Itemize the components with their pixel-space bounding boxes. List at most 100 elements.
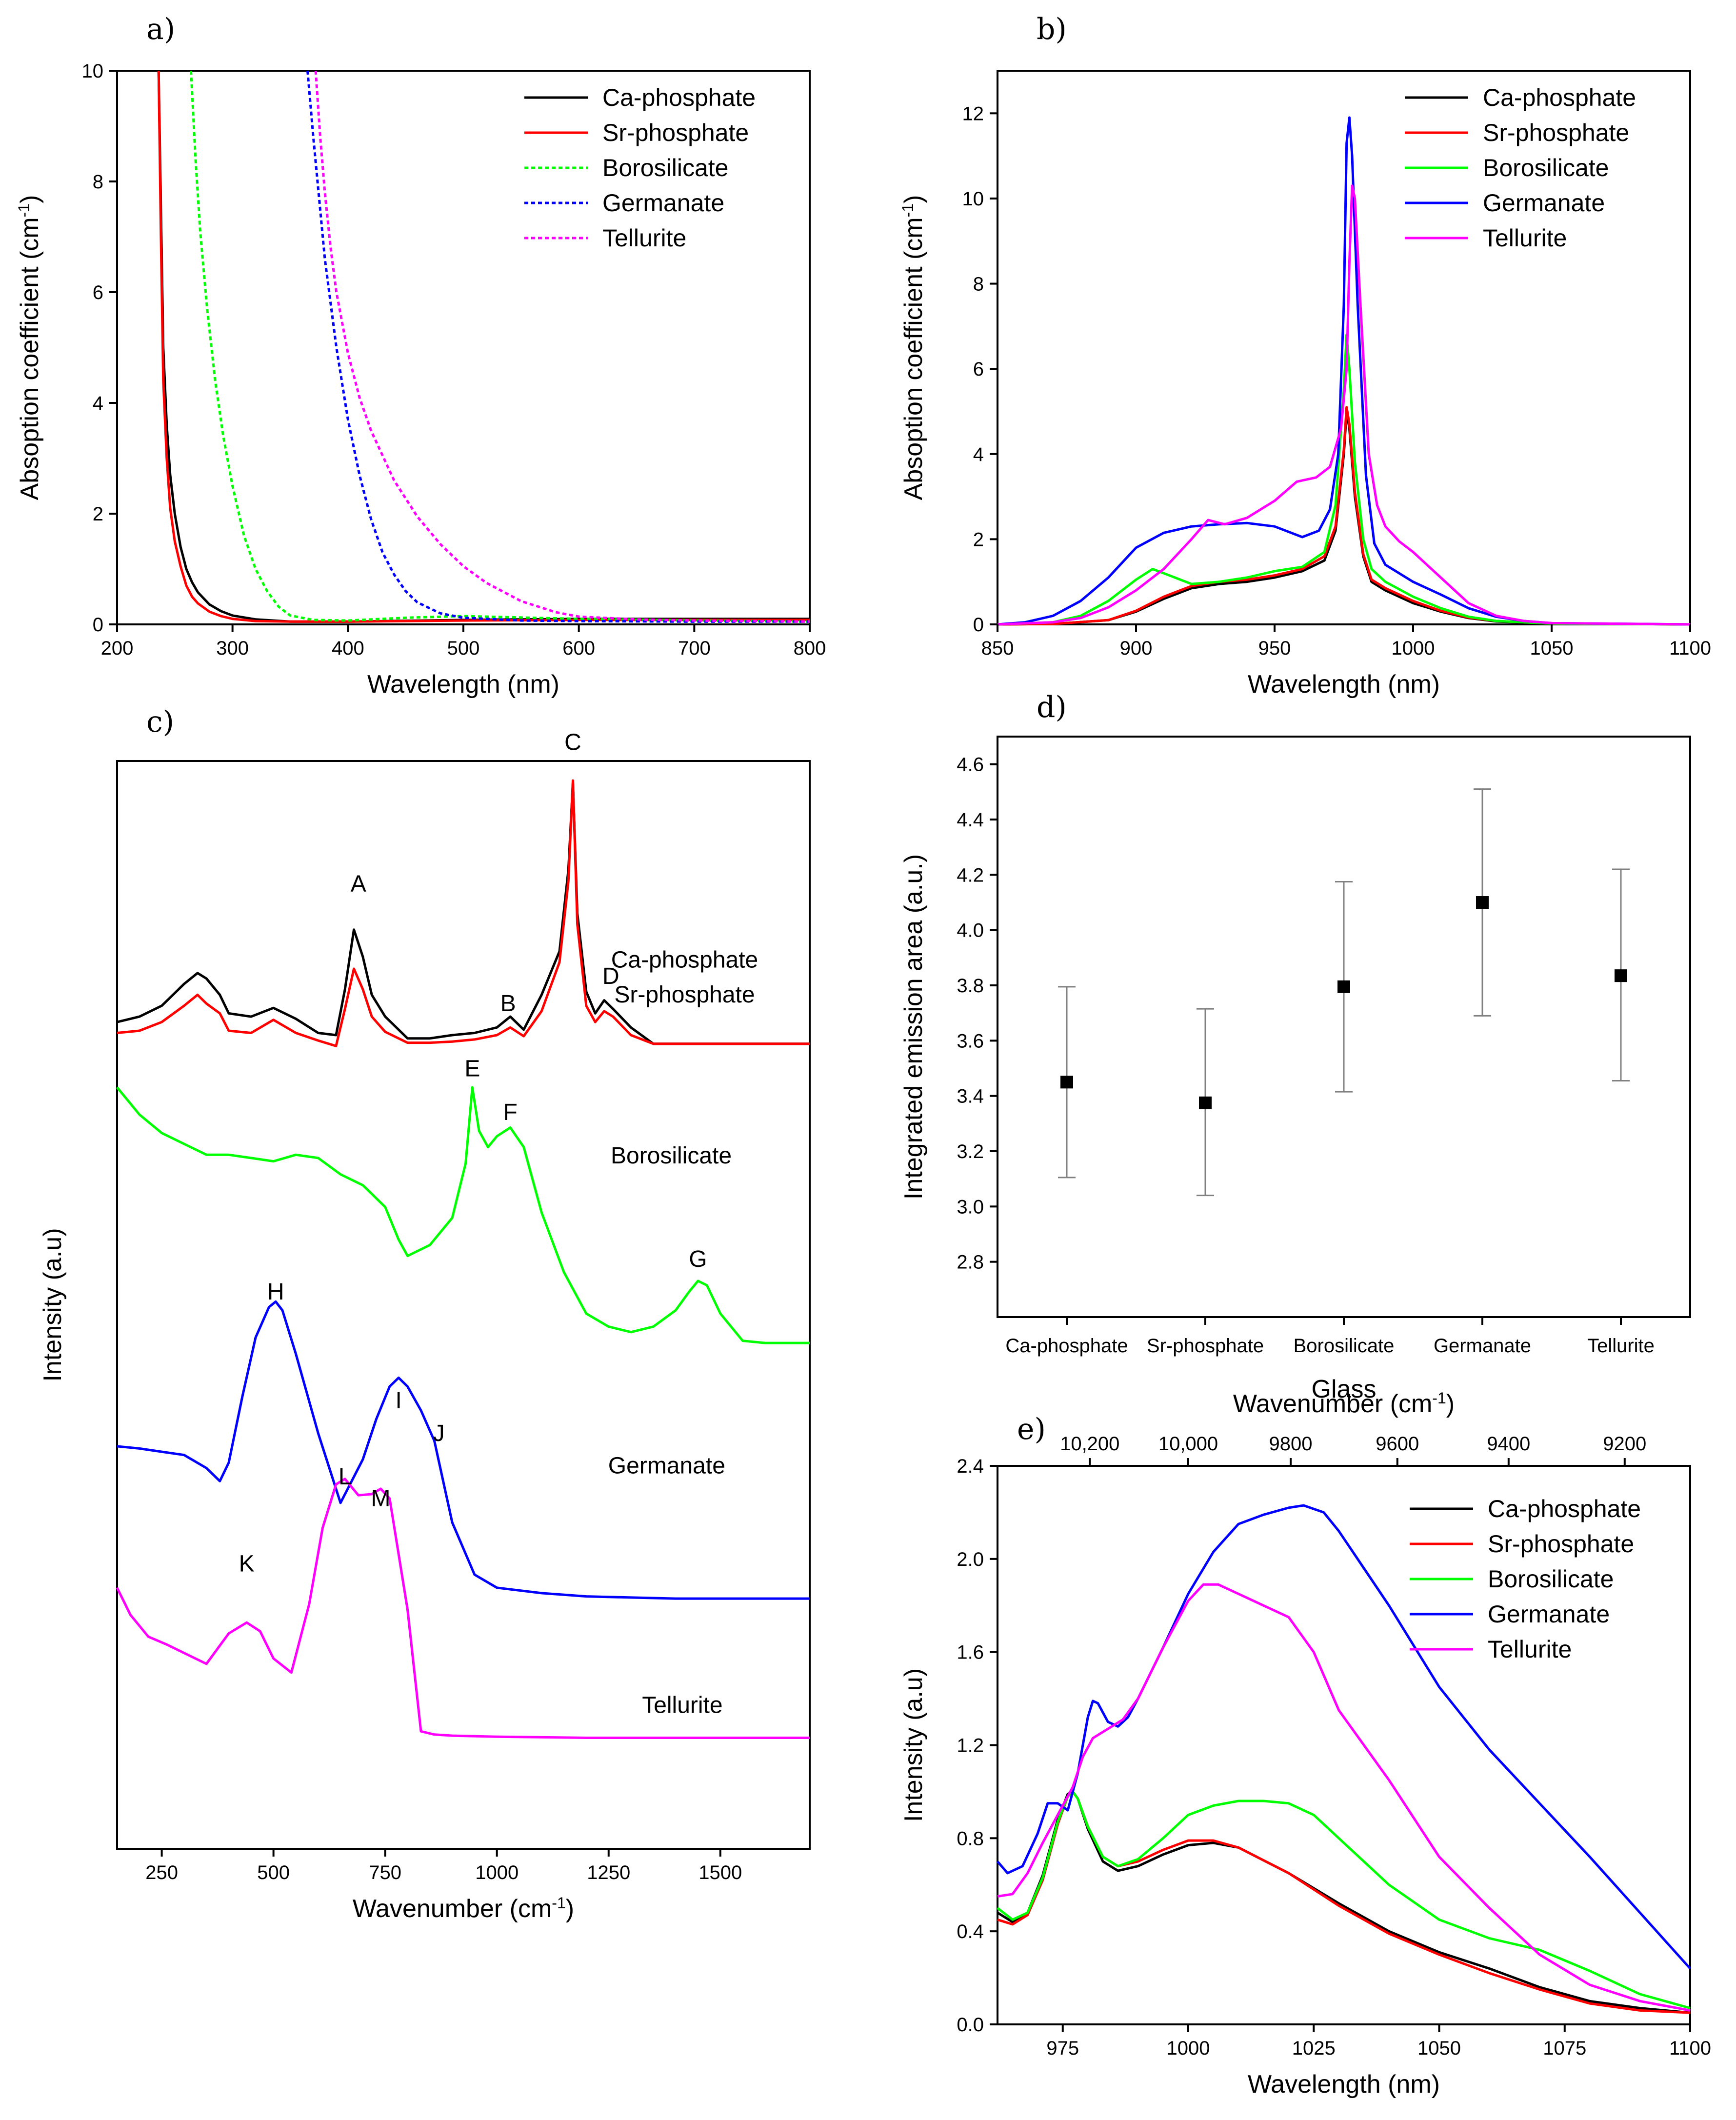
- peak-label: J: [433, 1420, 445, 1446]
- x-tick-label: 400: [332, 638, 364, 659]
- series-line-tellurite: [116, 1478, 810, 1739]
- y-tick-label: 3.6: [957, 1030, 984, 1052]
- y-tick-label: 2: [973, 529, 984, 550]
- panel-label: c): [146, 705, 174, 739]
- panel-label: e): [1017, 1412, 1046, 1446]
- series-line-sr-phosphate: [157, 70, 810, 623]
- peak-label: B: [500, 991, 516, 1017]
- y-axis-label: Absoption coefficient (cm-1): [15, 195, 44, 500]
- x-tick-label: 200: [101, 638, 134, 659]
- top-x-axis-label: Wavenumber (cm-1): [1233, 1389, 1455, 1418]
- y-tick-label: 4: [93, 393, 103, 414]
- peak-label: C: [564, 730, 581, 756]
- legend-entry: Germanate: [1488, 1600, 1610, 1628]
- y-tick-label: 12: [962, 103, 984, 124]
- x-tick-label: Sr-phosphate: [1147, 1335, 1264, 1357]
- peak-label: H: [267, 1279, 284, 1305]
- x-tick-label: Ca-phosphate: [1005, 1335, 1128, 1357]
- x-tick-label: 1100: [1669, 2038, 1711, 2059]
- y-tick-label: 4.2: [957, 864, 984, 886]
- y-tick-label: 10: [962, 188, 984, 210]
- y-tick-label: 0.0: [957, 2014, 984, 2036]
- data-point: [1476, 896, 1489, 909]
- peak-label: K: [239, 1551, 255, 1577]
- peak-label: F: [503, 1100, 518, 1125]
- series-line-germanate: [117, 1300, 810, 1600]
- series-line-borosilicate: [116, 1086, 810, 1344]
- y-tick-label: 6: [93, 282, 103, 303]
- x-tick-label: 1075: [1543, 2038, 1586, 2059]
- y-tick-label: 1.6: [957, 1642, 984, 1663]
- x-tick-label: Germanate: [1434, 1335, 1531, 1357]
- top-x-axis-label-main: Wavenumber (cm: [1233, 1390, 1432, 1418]
- y-axis-label-main: Absoption coefficient (cm: [899, 217, 928, 500]
- y-tick-label: 1.2: [957, 1735, 984, 1757]
- series-line-borosilicate: [190, 70, 810, 623]
- trace-label: Borosilicate: [611, 1143, 732, 1169]
- y-tick-label: 3.4: [957, 1086, 984, 1107]
- x-tick-label: 1050: [1530, 638, 1574, 659]
- trace-label: Sr-phosphate: [614, 982, 755, 1008]
- legend-entry: Ca-phosphate: [1483, 84, 1636, 111]
- top-x-tick-label: 9200: [1603, 1433, 1646, 1455]
- y-tick-label: 0.4: [957, 1921, 984, 1942]
- data-point: [1199, 1096, 1212, 1109]
- y-tick-label: 3.0: [957, 1196, 984, 1218]
- series-line-ca-phosphate: [157, 70, 810, 623]
- x-axis-label: Wavelength (nm): [1248, 2070, 1440, 2099]
- x-tick-label: 500: [257, 1862, 290, 1883]
- y-tick-label: 4.4: [957, 809, 984, 831]
- series-line-tellurite: [314, 70, 810, 623]
- y-tick-label: 8: [93, 171, 103, 193]
- peak-label: M: [371, 1486, 391, 1512]
- legend-entry: Tellurite: [1483, 224, 1567, 252]
- trace-label: Tellurite: [642, 1692, 722, 1718]
- y-axis-label-end: ): [16, 195, 44, 203]
- x-tick-label: 1000: [1167, 2038, 1210, 2059]
- top-x-tick-label: 10,000: [1158, 1433, 1218, 1455]
- y-tick-label: 10: [82, 60, 104, 82]
- legend-entry: Ca-phosphate: [602, 84, 756, 111]
- top-x-tick-label: 9400: [1487, 1433, 1530, 1455]
- x-tick-label: 750: [369, 1862, 401, 1883]
- x-tick-label: 800: [794, 638, 826, 659]
- x-tick-label: 1100: [1669, 638, 1711, 659]
- data-point: [1337, 980, 1350, 993]
- series-line-tellurite: [997, 1583, 1691, 2012]
- peak-label: A: [351, 871, 366, 897]
- x-tick-label: 500: [447, 638, 480, 659]
- legend-entry: Borosilicate: [602, 154, 728, 181]
- y-tick-label: 2: [93, 503, 103, 525]
- peak-label: L: [339, 1464, 352, 1490]
- data-point: [1060, 1076, 1073, 1089]
- x-axis-label: Glass: [1312, 1375, 1377, 1403]
- panel-label: a): [146, 12, 175, 46]
- legend-entry: Sr-phosphate: [1483, 119, 1629, 146]
- y-tick-label: 4: [973, 444, 984, 465]
- x-tick-label: 900: [1120, 638, 1153, 659]
- peak-label: D: [602, 963, 619, 989]
- legend-entry: Ca-phosphate: [1488, 1495, 1641, 1522]
- series-line-borosilicate: [997, 333, 1691, 626]
- trace-label: Germanate: [608, 1453, 725, 1479]
- top-x-tick-label: 10,200: [1060, 1433, 1119, 1455]
- legend-entry: Germanate: [602, 189, 724, 217]
- x-axis-label: Wavenumber (cm-1): [353, 1894, 574, 1923]
- panel-label: d): [1037, 690, 1067, 724]
- series-line-tellurite: [997, 184, 1691, 626]
- y-axis-label-main: Absoption coefficient (cm: [16, 217, 44, 500]
- x-tick-label: Borosilicate: [1294, 1335, 1395, 1357]
- series-line-sr-phosphate: [117, 779, 810, 1047]
- x-tick-label: 250: [145, 1862, 178, 1883]
- legend-entry: Borosilicate: [1483, 154, 1609, 181]
- legend-entry: Germanate: [1483, 189, 1605, 217]
- top-x-tick-label: 9800: [1269, 1433, 1313, 1455]
- y-tick-label: 6: [973, 359, 984, 380]
- x-tick-label: 700: [678, 638, 711, 659]
- peak-label: I: [395, 1388, 401, 1414]
- y-tick-label: 3.8: [957, 975, 984, 997]
- x-axis-label-sup: -1: [552, 1894, 565, 1912]
- peak-label: E: [464, 1056, 480, 1082]
- x-tick-label: 1050: [1417, 2038, 1461, 2059]
- y-axis-label: Absoption coefficient (cm-1): [899, 195, 928, 500]
